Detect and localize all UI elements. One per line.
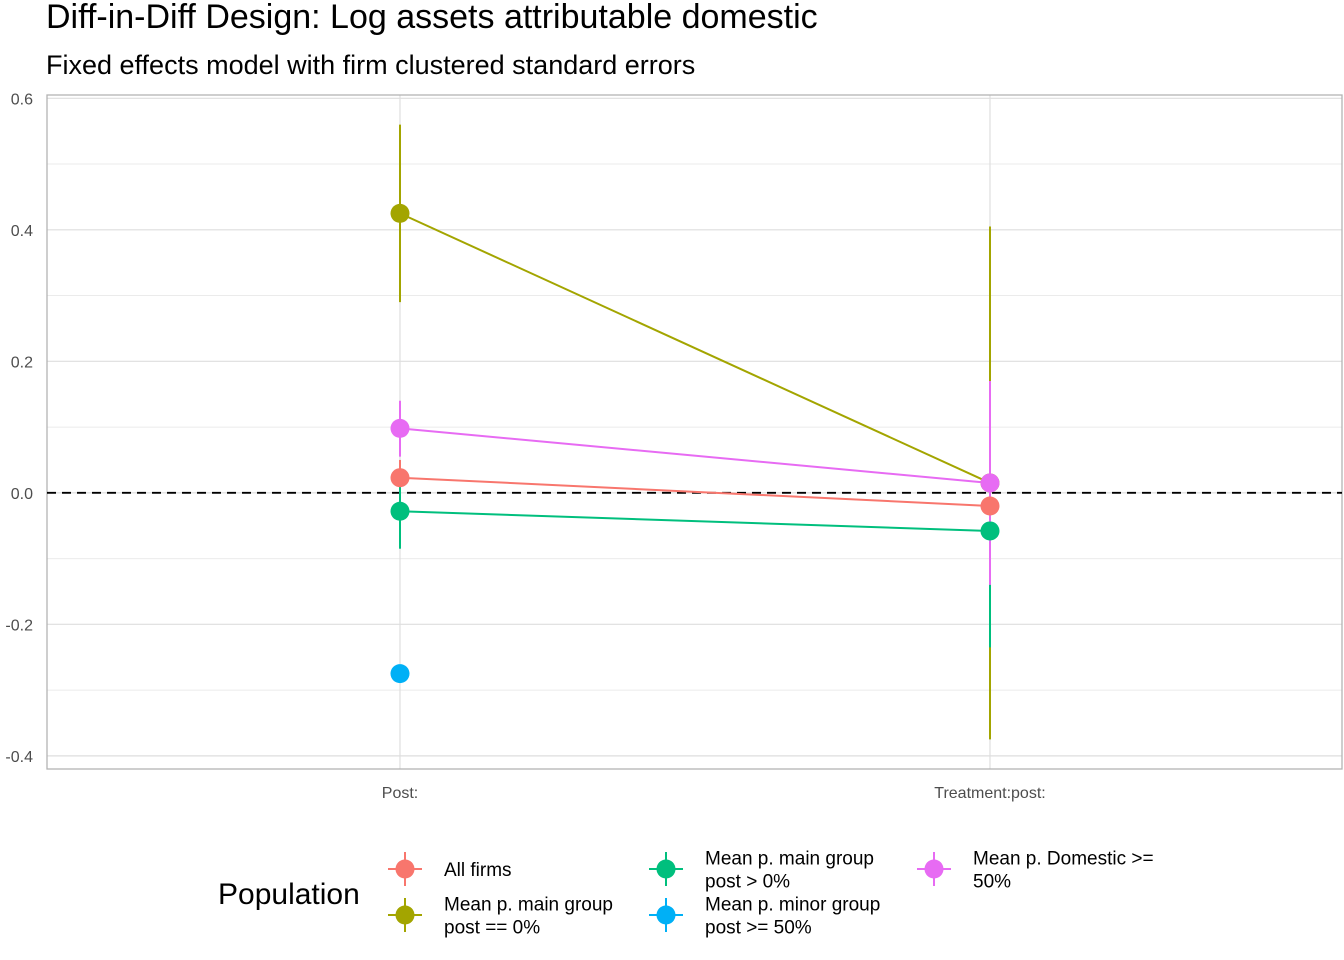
data-point [390,203,410,223]
legend-key-point [656,905,676,925]
series [399,124,991,740]
x-axis: Post: Treatment:post: [382,785,1046,802]
legend-key-point [656,859,676,879]
legend-item: All firms [388,852,512,886]
data-point [390,418,410,438]
series-line [399,212,991,484]
legend-label: 50% [973,872,1011,893]
series [390,468,1000,516]
series [390,501,1000,541]
legend-key-point [395,859,415,879]
legend-label: All firms [444,860,512,881]
legend-key-point [395,905,415,925]
chart-title: Diff-in-Diff Design: Log assets attribut… [46,0,818,36]
data-point [390,501,410,521]
series [399,476,991,507]
series [390,664,410,684]
legend-key-point [924,859,944,879]
legend-label: post > 0% [705,872,790,893]
data-point [980,521,1000,541]
legend-label: Mean p. Domestic >= [973,849,1154,870]
data-point [980,473,1000,493]
data-point [390,664,410,684]
grid [47,95,1342,769]
legend-label: Mean p. main group [444,895,613,916]
panel-border [46,94,1343,770]
series [399,510,991,532]
legend-label: post == 0% [444,918,540,939]
y-tick-label: 0.2 [11,354,33,371]
y-tick-label: 0.0 [11,486,33,503]
series-layer [390,124,1000,740]
series [390,418,1000,493]
series-line [399,510,991,532]
y-tick-label: -0.2 [5,617,33,634]
series [399,413,991,648]
x-tick-label: Treatment:post: [934,785,1045,802]
y-tick-label: -0.4 [5,749,33,766]
chart-subtitle: Fixed effects model with firm clustered … [46,50,695,80]
y-axis: 0.6 0.4 0.2 0.0 -0.2 -0.4 [5,91,33,766]
series-line [399,476,991,507]
series [399,427,991,484]
series [399,381,991,585]
legend-label: Mean p. minor group [705,895,880,916]
series [399,212,991,484]
series-line [399,427,991,484]
legend-title: Population [218,878,360,911]
legend-item: Mean p. Domestic >=50% [917,849,1154,893]
y-tick-label: 0.4 [11,223,33,240]
y-tick-label: 0.6 [11,91,33,108]
legend-label: Mean p. main group [705,849,874,870]
legend-label: post >= 50% [705,918,812,939]
data-point [390,468,410,488]
data-point [980,496,1000,516]
x-tick-label: Post: [382,785,418,802]
